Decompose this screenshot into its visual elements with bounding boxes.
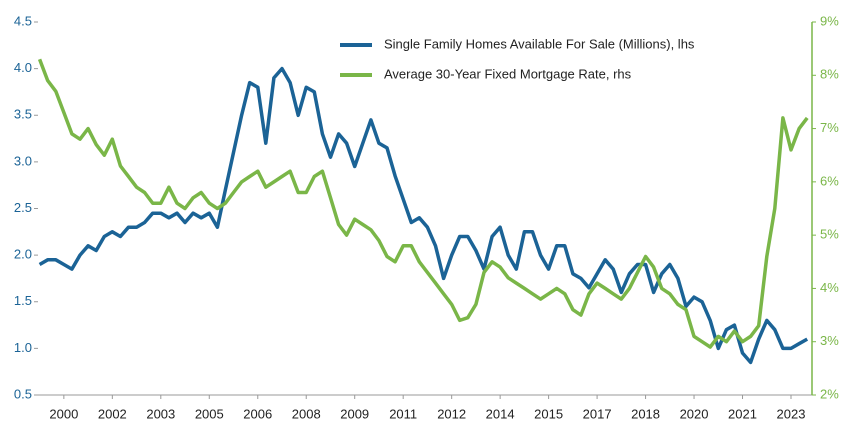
x-tick-label: 2015 bbox=[534, 406, 563, 421]
y2-tick-label: 7% bbox=[820, 120, 839, 135]
x-tick-label: 2003 bbox=[146, 406, 175, 421]
series-line bbox=[37, 58, 809, 349]
y2-tick-label: 2% bbox=[820, 386, 839, 401]
y-tick-label: 1.5 bbox=[14, 293, 32, 308]
x-tick-label: 2020 bbox=[680, 406, 709, 421]
y-tick-label: 4.5 bbox=[14, 13, 32, 28]
y2-tick-label: 6% bbox=[820, 173, 839, 188]
y2-tick-label: 4% bbox=[820, 280, 839, 295]
x-tick-label: 2023 bbox=[777, 406, 806, 421]
x-tick-label: 2018 bbox=[631, 406, 660, 421]
y2-tick-label: 3% bbox=[820, 333, 839, 348]
y2-tick-label: 9% bbox=[820, 13, 839, 28]
x-tick-label: 2009 bbox=[340, 406, 369, 421]
y2-tick-label: 5% bbox=[820, 227, 839, 242]
y-tick-label: 2.5 bbox=[14, 200, 32, 215]
x-tick-label: 2017 bbox=[583, 406, 612, 421]
y-tick-label: 2.0 bbox=[14, 247, 32, 262]
x-tick-label: 2005 bbox=[195, 406, 224, 421]
y-tick-label: 0.5 bbox=[14, 386, 32, 401]
legend-label: Average 30-Year Fixed Mortgage Rate, rhs bbox=[384, 66, 632, 81]
x-tick-label: 2006 bbox=[243, 406, 272, 421]
y-tick-label: 3.0 bbox=[14, 153, 32, 168]
y-tick-label: 3.5 bbox=[14, 107, 32, 122]
series-line bbox=[38, 66, 809, 365]
x-tick-label: 2012 bbox=[437, 406, 466, 421]
y2-tick-label: 8% bbox=[820, 67, 839, 82]
legend-label: Single Family Homes Available For Sale (… bbox=[384, 36, 695, 51]
x-tick-label: 2008 bbox=[292, 406, 321, 421]
x-tick-label: 2002 bbox=[98, 406, 127, 421]
y-tick-label: 1.0 bbox=[14, 340, 32, 355]
x-tick-label: 2014 bbox=[486, 406, 515, 421]
x-tick-label: 2011 bbox=[389, 406, 417, 421]
x-tick-label: 2021 bbox=[728, 406, 757, 421]
y-tick-label: 4.0 bbox=[14, 60, 32, 75]
x-tick-label: 2000 bbox=[49, 406, 78, 421]
